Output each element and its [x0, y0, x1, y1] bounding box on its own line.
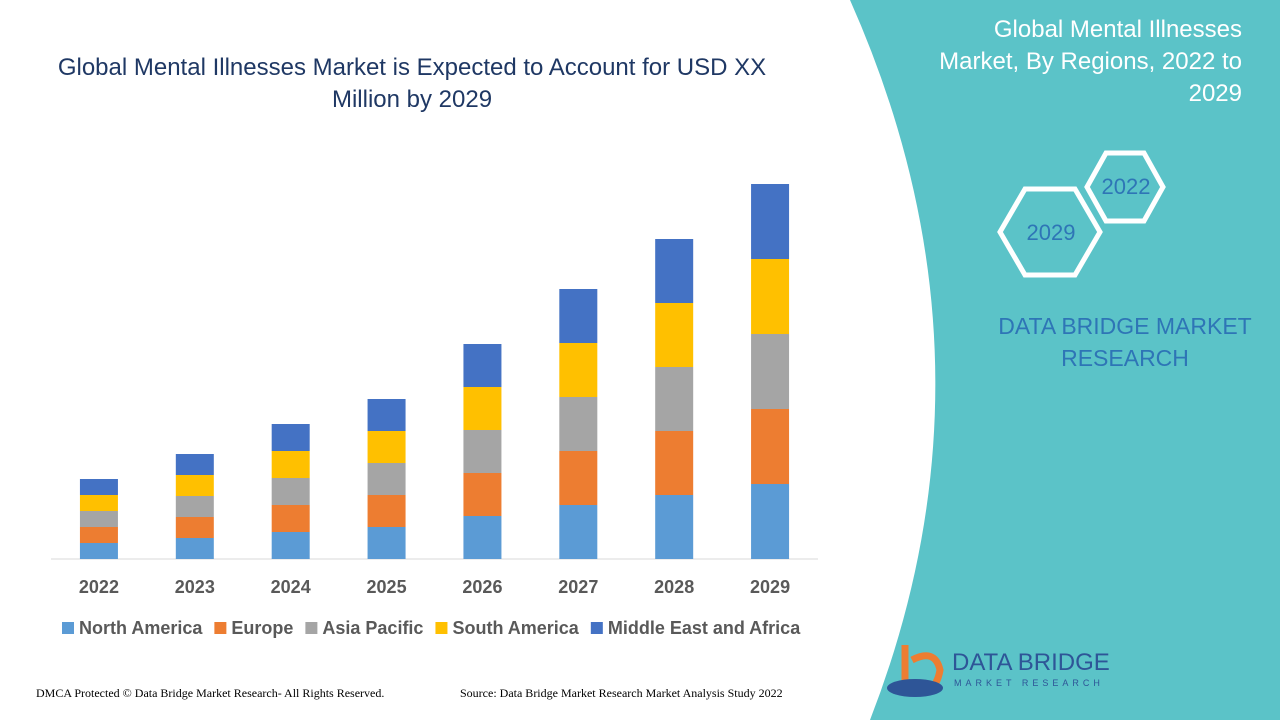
bar-segment — [559, 343, 598, 397]
x-tick-label: 2024 — [271, 577, 311, 597]
x-tick-label: 2029 — [750, 577, 790, 597]
logo-mark — [887, 679, 943, 697]
source: Source: Data Bridge Market Research Mark… — [460, 686, 783, 700]
legend-swatch — [214, 622, 227, 634]
logo-tagline: MARKET RESEARCH — [954, 678, 1104, 688]
bar-segment — [175, 538, 214, 559]
bar-segment — [751, 334, 790, 409]
bar-segment — [655, 495, 694, 559]
bar-segment — [463, 516, 502, 559]
bar-segment — [175, 496, 214, 517]
legend-label: Middle East and Africa — [608, 618, 801, 638]
bar-segment — [751, 409, 790, 484]
bar-segment — [655, 367, 694, 431]
bar-segment — [79, 495, 118, 511]
bar-segment — [367, 527, 406, 559]
legend-label: Europe — [231, 618, 293, 638]
x-tick-label: 2025 — [367, 577, 407, 597]
legend-label: South America — [452, 618, 579, 638]
hexagon — [1084, 150, 1166, 224]
bar-segment — [751, 484, 790, 559]
bar-segment — [271, 451, 310, 478]
legend-swatch — [305, 622, 318, 634]
bar-segment — [751, 184, 790, 259]
legend-swatch — [62, 622, 74, 634]
bar-segment — [655, 303, 694, 367]
bar-segment — [175, 475, 214, 496]
hex-year: 2022 — [1102, 174, 1151, 199]
bar-segment — [559, 451, 598, 505]
x-tick-label: 2023 — [175, 577, 215, 597]
x-tick-label: 2026 — [462, 577, 502, 597]
bar-segment — [367, 399, 406, 431]
x-tick-label: 2022 — [79, 577, 119, 597]
bar-segment — [271, 532, 310, 559]
bar-segment — [175, 517, 214, 538]
bar-segment — [463, 430, 502, 473]
x-tick-label: 2027 — [558, 577, 598, 597]
logo-name: DATA BRIDGE — [952, 649, 1110, 676]
bar-segment — [751, 259, 790, 334]
bar-segment — [463, 473, 502, 516]
bar-segment — [559, 397, 598, 451]
bar-segment — [79, 479, 118, 495]
bar-segment — [175, 454, 214, 475]
bar-segment — [367, 463, 406, 495]
hexagon — [997, 186, 1103, 278]
bar-segment — [271, 424, 310, 451]
legend-label: North America — [79, 618, 203, 638]
bar-segment — [367, 495, 406, 527]
bar-segment — [463, 387, 502, 430]
bar-segment — [79, 527, 118, 543]
copyright: DMCA Protected © Data Bridge Market Rese… — [36, 686, 385, 700]
bar-segment — [367, 431, 406, 463]
legend-label: Asia Pacific — [322, 618, 423, 638]
side-panel — [850, 0, 1280, 720]
hex-year: 2029 — [1027, 220, 1076, 245]
bar-segment — [271, 478, 310, 505]
chart-title: Global Mental Illnesses Market is Expect… — [57, 54, 767, 113]
bar-segment — [79, 511, 118, 527]
bar-segment — [271, 505, 310, 532]
panel-title: Global Mental Illnesses Market, By Regio… — [939, 16, 1242, 107]
legend-swatch — [435, 622, 448, 634]
bar-segment — [559, 289, 598, 343]
bar-segment — [655, 431, 694, 495]
bar-segment — [463, 344, 502, 387]
legend-swatch — [590, 622, 603, 634]
x-tick-label: 2028 — [654, 577, 694, 597]
bar-segment — [655, 239, 694, 303]
bar-segment — [79, 543, 118, 559]
brand: DATA BRIDGE MARKET RESEARCH — [998, 313, 1252, 371]
bar-segment — [559, 505, 598, 559]
